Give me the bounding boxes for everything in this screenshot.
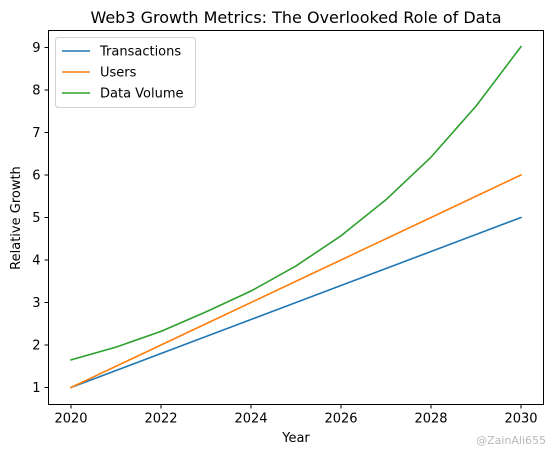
y-tick-label: 1 [32,381,40,396]
x-tick-label: 2024 [234,412,267,427]
x-tick-label: 2026 [324,412,357,427]
y-tick-label: 2 [32,339,40,354]
legend-label: Users [100,66,137,81]
plot-area: 2020 2022 2024 2026 2028 2030 1 2 3 4 5 6 7 8 9 [32,30,544,427]
x-tick-label: 2020 [54,412,87,427]
y-tick-label: 4 [32,254,40,269]
series-line-transactions [69,216,523,389]
y-tick-label: 7 [32,126,40,141]
y-tick-label: 6 [32,169,40,184]
series-lines [69,45,523,389]
legend-label: Data Volume [100,87,184,102]
series-line-users [69,173,523,389]
legend: Transactions Users Data Volume [55,37,196,108]
y-tick-label: 5 [32,211,40,226]
y-axis-label: Relative Growth [9,166,24,270]
series-line-data-volume [70,45,523,361]
y-tick-label: 3 [32,296,40,311]
chart-title: Web3 Growth Metrics: The Overlooked Role… [90,8,501,27]
x-axis-label: Year [281,431,310,446]
legend-box [55,37,196,108]
legend-label: Transactions [99,45,181,60]
x-tick-label: 2028 [414,412,447,427]
x-tick-label: 2022 [144,412,177,427]
x-axis-ticks: 2020 2022 2024 2026 2028 2030 [54,404,538,427]
x-tick-label: 2030 [504,412,537,427]
y-axis-ticks: 1 2 3 4 5 6 7 8 9 [32,41,49,396]
y-tick-label: 8 [32,84,40,99]
y-tick-label: 9 [32,41,40,56]
watermark-text: @ZainAli655 [476,434,546,447]
